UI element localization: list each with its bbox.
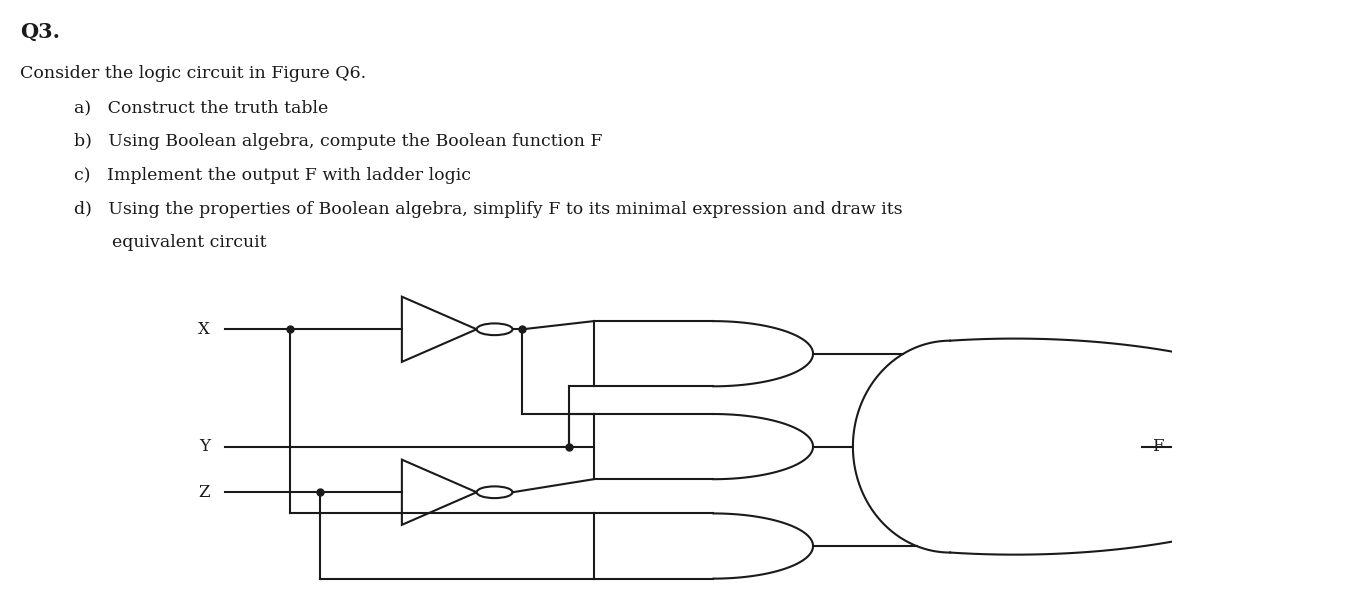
Text: c)   Implement the output F with ladder logic: c) Implement the output F with ladder lo… [74,167,471,184]
Text: equivalent circuit: equivalent circuit [112,234,267,251]
Text: Z: Z [198,484,210,501]
Text: Consider the logic circuit in Figure Q6.: Consider the logic circuit in Figure Q6. [20,65,366,82]
Text: F: F [1152,438,1164,455]
Text: Y: Y [199,438,210,455]
Text: X: X [198,321,210,338]
Text: b)   Using Boolean algebra, compute the Boolean function F: b) Using Boolean algebra, compute the Bo… [74,133,602,151]
Text: d)   Using the properties of Boolean algebra, simplify F to its minimal expressi: d) Using the properties of Boolean algeb… [74,201,902,218]
Text: Q3.: Q3. [20,22,61,42]
Text: a)   Construct the truth table: a) Construct the truth table [74,100,329,117]
